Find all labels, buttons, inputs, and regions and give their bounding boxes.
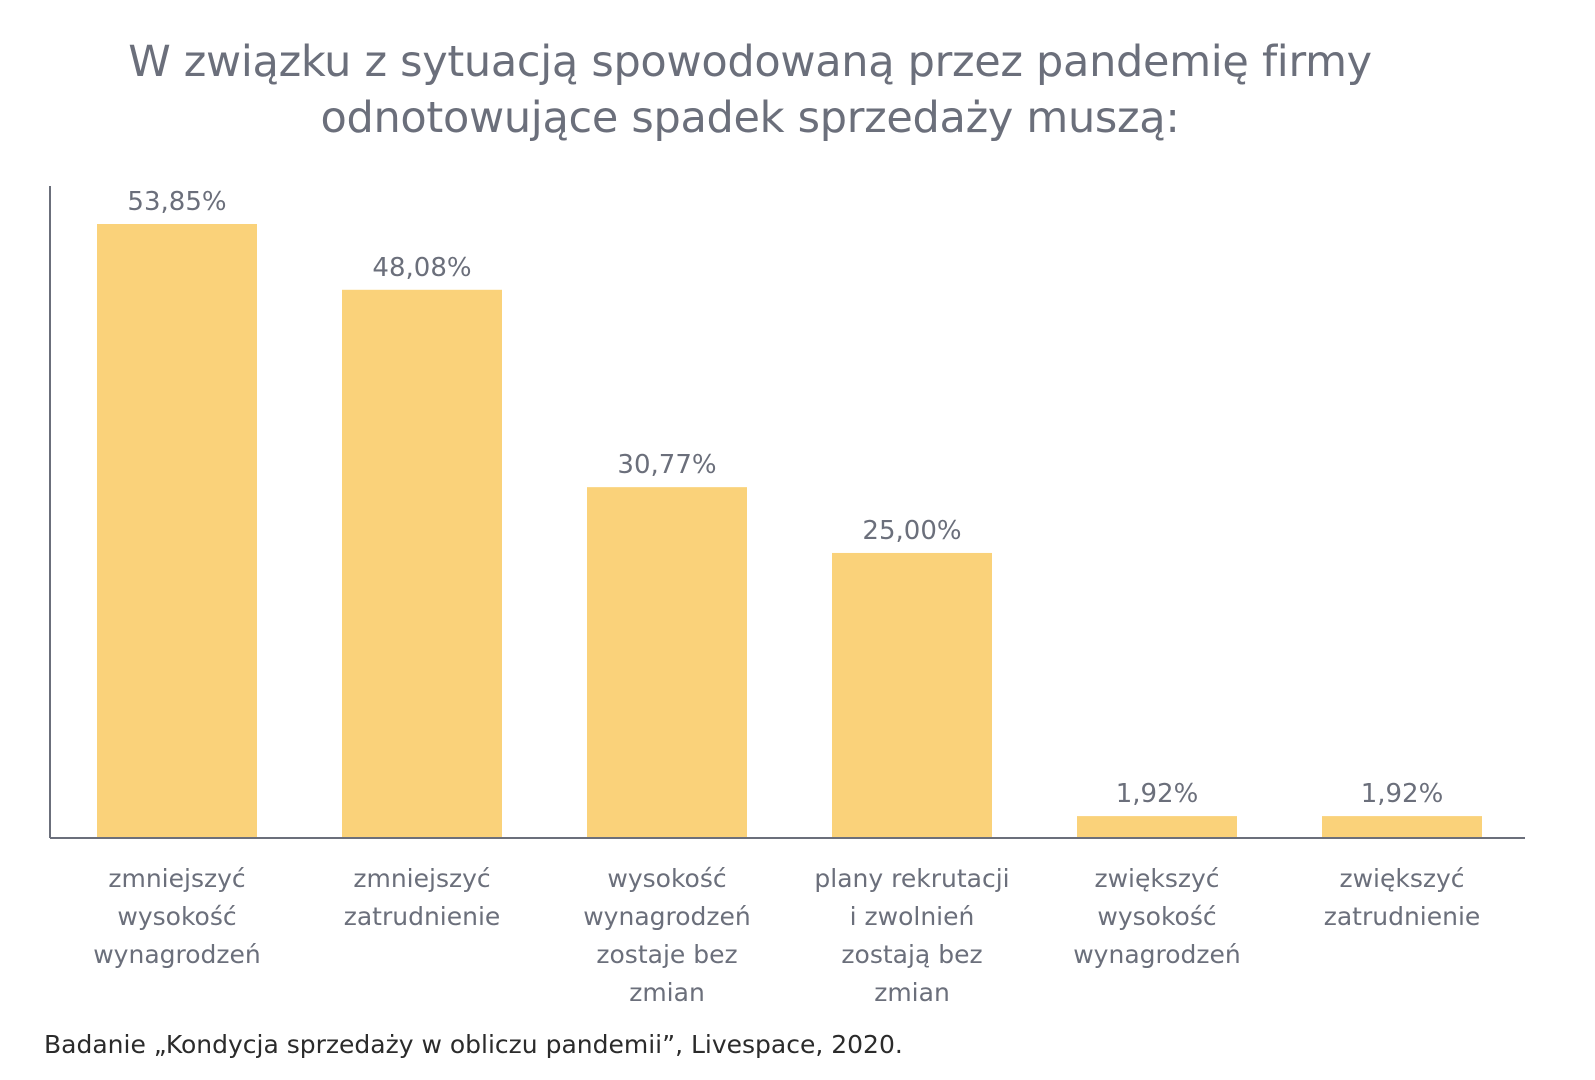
category-label-line: zmian [629, 978, 705, 1007]
bar [1077, 816, 1237, 838]
category-label: wysokość wynagrodzeń zostaje bez zmian [583, 864, 751, 1007]
category-label-line: i zwolnień [850, 902, 975, 931]
category-label: zmniejszyć wysokość wynagrodzeń [93, 864, 261, 969]
category-label-line: zatrudnienie [344, 902, 501, 931]
bar [342, 289, 502, 838]
category-label-line: wysokość [117, 902, 236, 931]
bar-value-label: 25,00% [862, 516, 961, 546]
category-label: zwiększyć wysokość wynagrodzeń [1073, 864, 1241, 969]
bar [1322, 816, 1482, 838]
bar-value-label: 1,92% [1361, 779, 1444, 809]
source-note: Badanie „Kondycja sprzedaży w obliczu pa… [44, 1030, 903, 1059]
chart-title-line-2: odnotowujące spadek sprzedaży muszą: [320, 93, 1180, 143]
category-label-line: wysokość [1097, 902, 1216, 931]
chart-title-line-1: W związku z sytuacją spowodowaną przez p… [128, 37, 1372, 87]
chart-title: W związku z sytuacją spowodowaną przez p… [0, 34, 1500, 146]
category-label-line: zwiększyć [1094, 864, 1219, 893]
category-label-line: wynagrodzeń [583, 902, 751, 931]
bar-value-label: 1,92% [1116, 779, 1199, 809]
category-label-line: zmniejszyć [108, 864, 245, 893]
category-label-line: zmian [874, 978, 950, 1007]
bar-value-label: 53,85% [127, 187, 226, 217]
category-label: plany rekrutacji i zwolnień zostają bez zmi… [814, 864, 1009, 1007]
category-label-line: zostaje bez [596, 940, 737, 969]
category-label-line: plany rekrutacji [814, 864, 1009, 893]
bar-value-label: 30,77% [617, 450, 716, 480]
category-label: zmniejszyć zatrudnienie [344, 864, 501, 931]
category-label: zwiększyć zatrudnienie [1324, 864, 1481, 931]
category-label-line: wynagrodzeń [93, 940, 261, 969]
bar [832, 552, 992, 838]
bar [97, 224, 257, 838]
bar [587, 487, 747, 838]
category-label-line: zmniejszyć [353, 864, 490, 893]
category-label-line: zatrudnienie [1324, 902, 1481, 931]
bar-value-label: 48,08% [372, 253, 471, 283]
category-label-line: zostają bez [841, 940, 982, 969]
category-label-line: zwiększyć [1339, 864, 1464, 893]
category-label-line: wysokość [607, 864, 726, 893]
category-label-line: wynagrodzeń [1073, 940, 1241, 969]
